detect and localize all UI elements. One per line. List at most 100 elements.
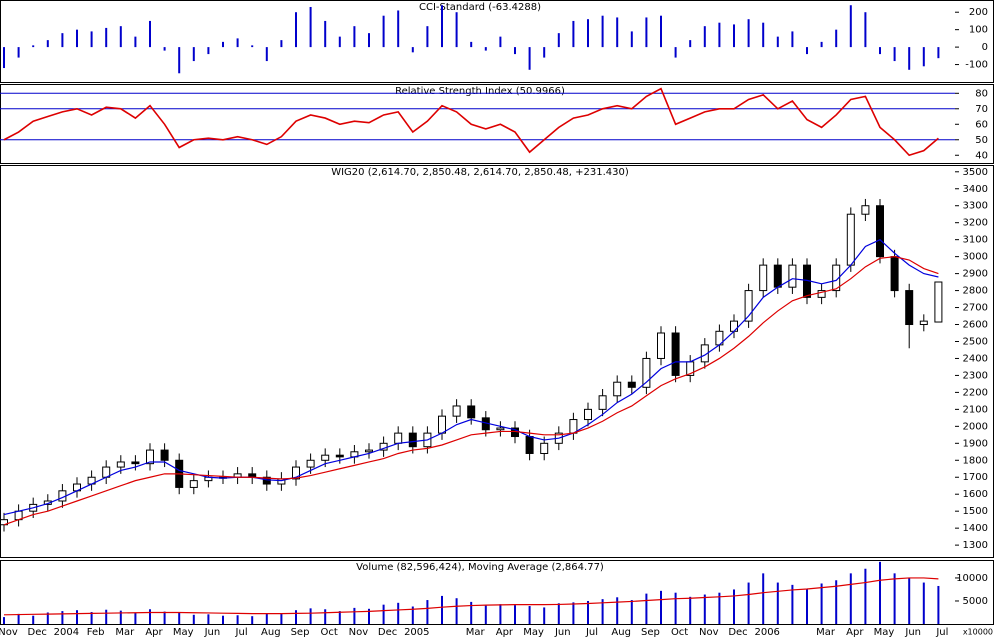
candle-body bbox=[160, 449, 169, 461]
bar bbox=[353, 26, 356, 48]
bar bbox=[630, 31, 633, 48]
x-tick-label: Apr bbox=[145, 627, 163, 638]
x-tick-label: Mar bbox=[466, 627, 486, 638]
panel-title: Relative Strength Index (50.9966) bbox=[395, 86, 565, 97]
x-tick-label: Jun bbox=[554, 627, 571, 638]
bar bbox=[280, 40, 283, 48]
bar bbox=[937, 585, 940, 624]
bar bbox=[674, 47, 677, 58]
bar bbox=[32, 45, 35, 48]
y-tick-label: 1800 bbox=[963, 455, 988, 466]
bar bbox=[17, 47, 20, 58]
x-tick-label: Mar bbox=[816, 627, 836, 638]
bar bbox=[528, 606, 531, 624]
y-tick-label: 3000 bbox=[963, 252, 988, 263]
candle-body bbox=[832, 264, 841, 292]
bar bbox=[776, 582, 779, 624]
bar bbox=[295, 610, 297, 624]
candle-body bbox=[919, 320, 928, 326]
candle-body bbox=[292, 466, 300, 480]
bar bbox=[236, 38, 239, 48]
y-tick-label: 2500 bbox=[963, 336, 988, 347]
x-tick-label: Apr bbox=[496, 627, 514, 638]
bar bbox=[776, 36, 779, 48]
bar bbox=[192, 47, 195, 62]
bar bbox=[616, 17, 619, 48]
candle-body bbox=[321, 454, 330, 461]
y-tick-label: 1400 bbox=[963, 523, 988, 534]
x-tick-label: May bbox=[874, 627, 895, 638]
candle-body bbox=[394, 432, 403, 444]
y-tick-label: 1500 bbox=[963, 506, 988, 517]
bar bbox=[528, 47, 531, 70]
y-tick-label: 2300 bbox=[963, 370, 988, 381]
bar bbox=[134, 36, 137, 48]
bar bbox=[572, 602, 575, 624]
bar bbox=[265, 613, 268, 624]
bar bbox=[368, 33, 370, 48]
y-tick-label: 70 bbox=[975, 104, 988, 115]
candle-body bbox=[657, 332, 665, 359]
x-tick-label: Aug bbox=[261, 627, 281, 638]
bar bbox=[791, 584, 794, 624]
unit-label: x10000 bbox=[963, 628, 993, 637]
bar bbox=[61, 33, 64, 48]
bar bbox=[893, 47, 896, 62]
bar bbox=[557, 33, 560, 48]
bar bbox=[733, 24, 735, 48]
bar bbox=[338, 611, 341, 624]
bar bbox=[76, 29, 78, 48]
bar bbox=[397, 10, 400, 48]
bar bbox=[236, 615, 239, 624]
candle-body bbox=[365, 449, 373, 453]
bar bbox=[820, 41, 823, 48]
candle-body bbox=[890, 256, 899, 292]
x-tick-label: 2005 bbox=[404, 627, 429, 638]
bar bbox=[324, 20, 327, 48]
candle-body bbox=[759, 264, 768, 292]
moving-average bbox=[3, 238, 939, 516]
bar bbox=[441, 5, 443, 48]
candle-body bbox=[540, 442, 549, 454]
bar bbox=[908, 577, 911, 624]
y-tick-label: 40 bbox=[975, 150, 988, 161]
bar bbox=[309, 6, 312, 48]
bar bbox=[703, 594, 706, 624]
bar bbox=[382, 604, 385, 624]
x-tick-label: Sep bbox=[641, 627, 660, 638]
candle-body bbox=[496, 427, 505, 431]
bar bbox=[411, 606, 414, 624]
candle-body bbox=[189, 480, 198, 488]
bar bbox=[557, 603, 560, 624]
candle-body bbox=[934, 281, 943, 323]
x-tick-label: Mar bbox=[115, 627, 135, 638]
candle-body bbox=[744, 290, 753, 322]
bar bbox=[543, 47, 546, 58]
y-tick-label: 60 bbox=[975, 119, 988, 130]
candle-body bbox=[613, 381, 622, 397]
y-tick-label: 2800 bbox=[963, 286, 988, 297]
candle-body bbox=[131, 461, 140, 465]
candle-body bbox=[788, 264, 797, 288]
x-tick-label: Apr bbox=[846, 627, 864, 638]
bar bbox=[17, 613, 20, 624]
bar bbox=[718, 22, 721, 48]
x-tick-label: Aug bbox=[611, 627, 631, 638]
x-tick-label: Jun bbox=[904, 627, 921, 638]
candle-body bbox=[525, 436, 534, 454]
bar bbox=[499, 604, 502, 624]
bar bbox=[587, 600, 589, 624]
bar bbox=[105, 609, 108, 624]
bar bbox=[178, 612, 181, 624]
bar bbox=[718, 592, 721, 624]
bar bbox=[222, 615, 224, 624]
bar bbox=[119, 26, 122, 48]
x-tick-label: Dec bbox=[728, 627, 747, 638]
candle-body bbox=[905, 290, 914, 326]
x-tick-label: May bbox=[523, 627, 544, 638]
bar bbox=[3, 47, 5, 69]
bar bbox=[849, 5, 852, 48]
bar bbox=[353, 607, 356, 624]
x-tick-label: Oct bbox=[321, 627, 338, 638]
y-tick-label: 2700 bbox=[963, 303, 988, 314]
